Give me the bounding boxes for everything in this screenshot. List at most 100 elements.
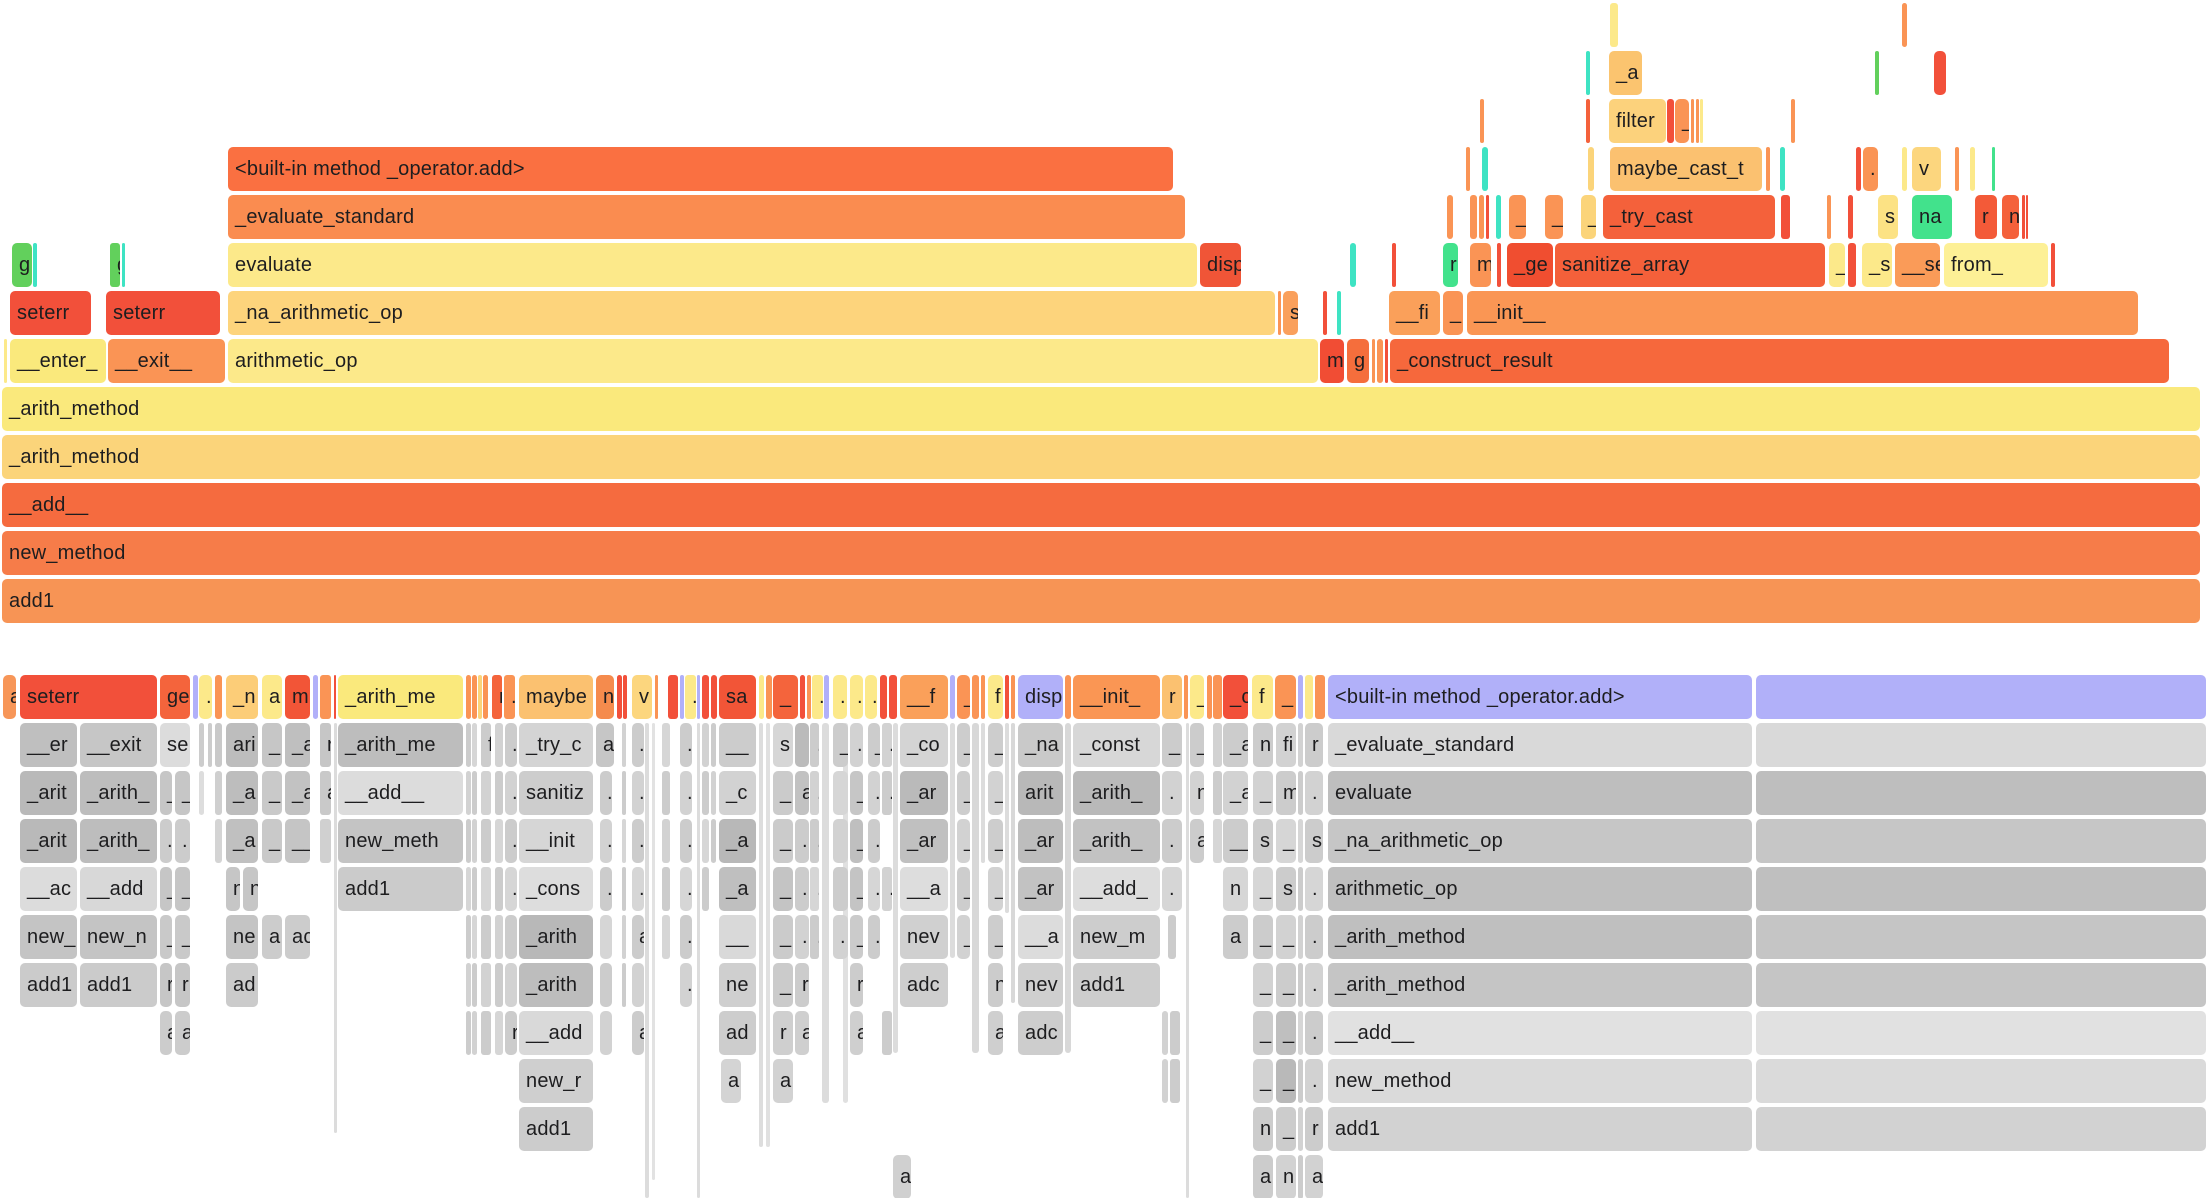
frame-.[interactable]: . (175, 819, 190, 863)
frame-_[interactable]: _ (1276, 915, 1296, 959)
frame-sliver[interactable] (215, 819, 222, 863)
frame-__[interactable]: __ (719, 723, 756, 767)
frame-sliver[interactable] (1466, 147, 1470, 191)
frame-sliver[interactable] (1586, 99, 1590, 143)
frame-n[interactable]: n (596, 675, 614, 719)
frame-sliver[interactable] (622, 867, 626, 911)
frame-_evaluate_standard[interactable]: _evaluate_standard (1328, 723, 1752, 767)
frame-sliver[interactable] (466, 819, 471, 863)
frame-sliver[interactable] (1756, 915, 2206, 959)
frame-sliver[interactable] (1298, 963, 1303, 1007)
frame-sliver-column[interactable] (822, 723, 829, 1103)
frame-sliver[interactable] (662, 771, 670, 815)
frame-new_r[interactable]: new_r (519, 1059, 593, 1103)
frame-sliver[interactable] (1213, 771, 1222, 815)
frame-sliver[interactable] (807, 675, 811, 719)
frame-.[interactable]: . (1162, 867, 1182, 911)
frame-sliver[interactable] (1955, 147, 1959, 191)
frame-sliver[interactable] (320, 819, 331, 863)
frame-sliver[interactable] (1480, 99, 1484, 143)
frame-sliver[interactable] (4, 339, 7, 383)
frame-n[interactable]: n (1190, 771, 1204, 815)
frame-sliver[interactable] (1610, 3, 1618, 47)
frame-m[interactable]: m (285, 675, 310, 719)
frame-sliver[interactable] (668, 675, 678, 719)
frame-.[interactable]: . (810, 771, 819, 815)
frame-a[interactable]: a (160, 1011, 172, 1055)
frame-_a[interactable]: _a (226, 771, 258, 815)
frame-sliver-column[interactable] (645, 723, 649, 1198)
frame-sliver[interactable] (1162, 1059, 1168, 1103)
frame-_c[interactable]: _c (1223, 675, 1248, 719)
frame-r[interactable]: r (175, 963, 190, 1007)
frame-a[interactable]: a (1190, 819, 1204, 863)
frame-sliver[interactable] (334, 675, 336, 719)
frame-_a[interactable]: _a (1223, 771, 1248, 815)
frame-_arith_[interactable]: _arith_ (1073, 771, 1160, 815)
frame-r[interactable]: r (795, 963, 809, 1007)
frame-sliver[interactable] (495, 867, 503, 911)
frame-_[interactable]: _ (160, 771, 172, 815)
frame-sliver[interactable] (1756, 1107, 2206, 1151)
frame-_[interactable]: _ (850, 867, 863, 911)
frame-_arith_me[interactable]: _arith_me (338, 675, 463, 719)
frame-sliver[interactable] (759, 675, 764, 719)
frame-sliver[interactable] (711, 771, 716, 815)
frame-add1[interactable]: add1 (519, 1107, 593, 1151)
frame-__exit[interactable]: __exit (80, 723, 157, 767)
frame-m[interactable]: m (1470, 243, 1491, 287)
frame-sliver[interactable] (1470, 195, 1477, 239)
frame-_[interactable]: _ (1253, 963, 1273, 1007)
frame-sliver[interactable] (1350, 243, 1356, 287)
frame-_arith_me[interactable]: _arith_me (338, 723, 463, 767)
frame-sliver[interactable] (600, 915, 612, 959)
frame-sliver[interactable] (1848, 243, 1856, 287)
frame-sliver-column[interactable] (652, 723, 655, 1180)
frame-sliver[interactable] (1298, 771, 1303, 815)
frame-sliver[interactable] (1315, 675, 1325, 719)
frame-.[interactable]: . (1305, 771, 1323, 815)
frame-a[interactable]: a (1223, 915, 1248, 959)
frame-_na_arithmetic_op[interactable]: _na_arithmetic_op (1328, 819, 1752, 863)
frame-_[interactable]: _ (957, 723, 970, 767)
frame-sliver[interactable] (655, 675, 658, 719)
frame-m[interactable]: m (1276, 771, 1296, 815)
frame-_ar[interactable]: _ar (900, 819, 948, 863)
frame-__add_[interactable]: __add_ (1073, 867, 1160, 911)
frame-.[interactable]: . (810, 915, 819, 959)
frame-sliver[interactable] (1298, 723, 1303, 767)
frame-sliver[interactable] (1497, 243, 1501, 287)
frame-.[interactable]: . (810, 819, 819, 863)
frame-ad[interactable]: ad (719, 1011, 756, 1055)
frame-_[interactable]: _ (773, 675, 798, 719)
frame-ne[interactable]: ne (719, 963, 756, 1007)
frame-sliver[interactable] (1691, 99, 1694, 143)
frame-__a[interactable]: __a (1018, 915, 1063, 959)
frame-seterr[interactable]: seterr (20, 675, 157, 719)
frame-a[interactable]: a (632, 915, 644, 959)
frame-_[interactable]: _ (957, 771, 970, 815)
frame-sliver[interactable] (495, 1011, 503, 1055)
frame-_a[interactable]: _a (1609, 51, 1642, 95)
frame-new_method[interactable]: new_method (1328, 1059, 1752, 1103)
frame-a[interactable]: a (262, 675, 282, 719)
frame-.[interactable]: . (505, 819, 517, 863)
frame-sliver[interactable] (824, 675, 829, 719)
frame-_a[interactable]: _a (285, 723, 310, 767)
frame-.[interactable]: . (685, 675, 696, 719)
frame-a[interactable]: a (988, 1011, 1003, 1055)
frame-_[interactable]: _ (1829, 243, 1845, 287)
frame-fi[interactable]: fi (1276, 723, 1296, 767)
frame-__add[interactable]: __add (80, 867, 157, 911)
frame-_a[interactable]: _a (285, 771, 310, 815)
frame-.[interactable]: . (868, 819, 880, 863)
frame-sliver-column[interactable] (1005, 723, 1009, 913)
frame-_[interactable]: _ (1253, 915, 1273, 959)
frame-sliver[interactable] (483, 675, 488, 719)
frame-sliver[interactable] (466, 867, 471, 911)
frame-sliver[interactable] (199, 723, 204, 767)
frame-sliver[interactable] (1588, 147, 1594, 191)
frame-sliver[interactable] (1756, 1059, 2206, 1103)
frame-a[interactable]: a (795, 771, 809, 815)
frame-_[interactable]: _ (160, 915, 172, 959)
